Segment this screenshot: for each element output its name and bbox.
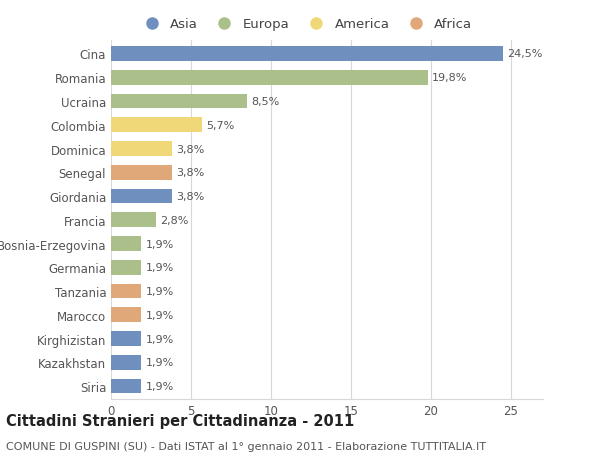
Bar bbox=[111, 379, 142, 394]
Text: 1,9%: 1,9% bbox=[145, 334, 173, 344]
Text: 1,9%: 1,9% bbox=[145, 286, 173, 297]
Text: COMUNE DI GUSPINI (SU) - Dati ISTAT al 1° gennaio 2011 - Elaborazione TUTTITALIA: COMUNE DI GUSPINI (SU) - Dati ISTAT al 1… bbox=[6, 441, 486, 451]
Bar bbox=[111, 355, 142, 370]
Text: 1,9%: 1,9% bbox=[145, 381, 173, 391]
Bar bbox=[111, 142, 172, 157]
Bar bbox=[111, 331, 142, 346]
Text: 8,5%: 8,5% bbox=[251, 97, 279, 107]
Bar bbox=[111, 237, 142, 252]
Text: Cittadini Stranieri per Cittadinanza - 2011: Cittadini Stranieri per Cittadinanza - 2… bbox=[6, 413, 354, 428]
Bar bbox=[111, 284, 142, 299]
Text: 1,9%: 1,9% bbox=[145, 263, 173, 273]
Bar bbox=[111, 71, 428, 85]
Text: 3,8%: 3,8% bbox=[176, 144, 204, 154]
Text: 1,9%: 1,9% bbox=[145, 239, 173, 249]
Legend: Asia, Europa, America, Africa: Asia, Europa, America, Africa bbox=[139, 18, 472, 31]
Text: 2,8%: 2,8% bbox=[160, 215, 188, 225]
Text: 1,9%: 1,9% bbox=[145, 358, 173, 368]
Text: 1,9%: 1,9% bbox=[145, 310, 173, 320]
Bar bbox=[111, 308, 142, 323]
Bar bbox=[111, 118, 202, 133]
Text: 19,8%: 19,8% bbox=[432, 73, 467, 83]
Bar bbox=[111, 95, 247, 109]
Text: 3,8%: 3,8% bbox=[176, 191, 204, 202]
Text: 24,5%: 24,5% bbox=[507, 50, 542, 59]
Bar bbox=[111, 189, 172, 204]
Bar bbox=[111, 260, 142, 275]
Bar bbox=[111, 47, 503, 62]
Bar bbox=[111, 213, 156, 228]
Text: 5,7%: 5,7% bbox=[206, 121, 235, 130]
Text: 3,8%: 3,8% bbox=[176, 168, 204, 178]
Bar bbox=[111, 166, 172, 180]
